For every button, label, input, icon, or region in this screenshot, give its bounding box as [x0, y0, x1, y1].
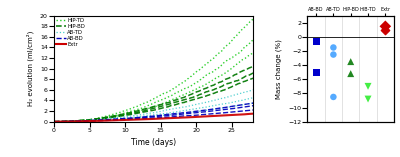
Point [348, 72, 354, 75]
Point [382, 25, 388, 27]
Point [313, 71, 319, 73]
Point [382, 29, 388, 31]
Y-axis label: Mass change (%): Mass change (%) [276, 39, 282, 99]
Point [330, 96, 336, 98]
Y-axis label: H₂ evolution (ml/cm²): H₂ evolution (ml/cm²) [27, 31, 34, 106]
Point [348, 60, 354, 63]
Point [313, 41, 319, 43]
Point [365, 85, 371, 88]
Legend: HIP-TD, HIP-BD, AB-TD, AB-BD, Extr: HIP-TD, HIP-BD, AB-TD, AB-BD, Extr [56, 17, 86, 48]
Point [365, 98, 371, 100]
Point [330, 46, 336, 49]
Point [330, 53, 336, 56]
X-axis label: Time (days): Time (days) [131, 138, 176, 147]
